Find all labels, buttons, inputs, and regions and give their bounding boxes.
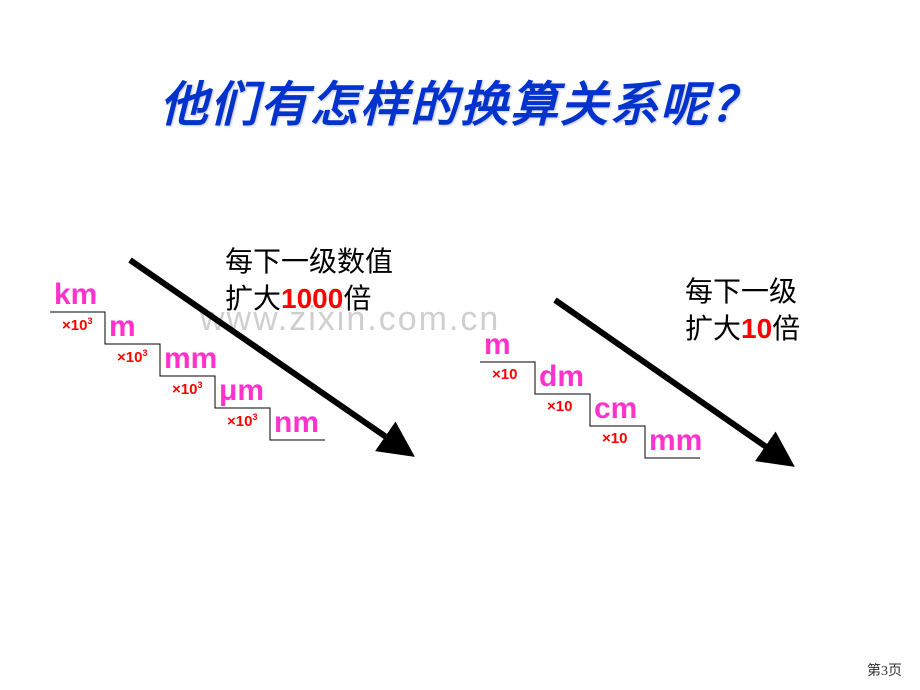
right-multiplier-1: ×10 bbox=[547, 398, 572, 415]
right-multiplier-0: ×10 bbox=[492, 366, 517, 383]
right-unit-dm: dm bbox=[539, 360, 584, 394]
page-number: 第3页 bbox=[867, 660, 902, 680]
right-unit-m: m bbox=[484, 328, 511, 362]
right-unit-mm: mm bbox=[649, 424, 702, 458]
right-multiplier-2: ×10 bbox=[602, 430, 627, 447]
right-stairs bbox=[0, 0, 920, 690]
right-unit-cm: cm bbox=[594, 392, 637, 426]
